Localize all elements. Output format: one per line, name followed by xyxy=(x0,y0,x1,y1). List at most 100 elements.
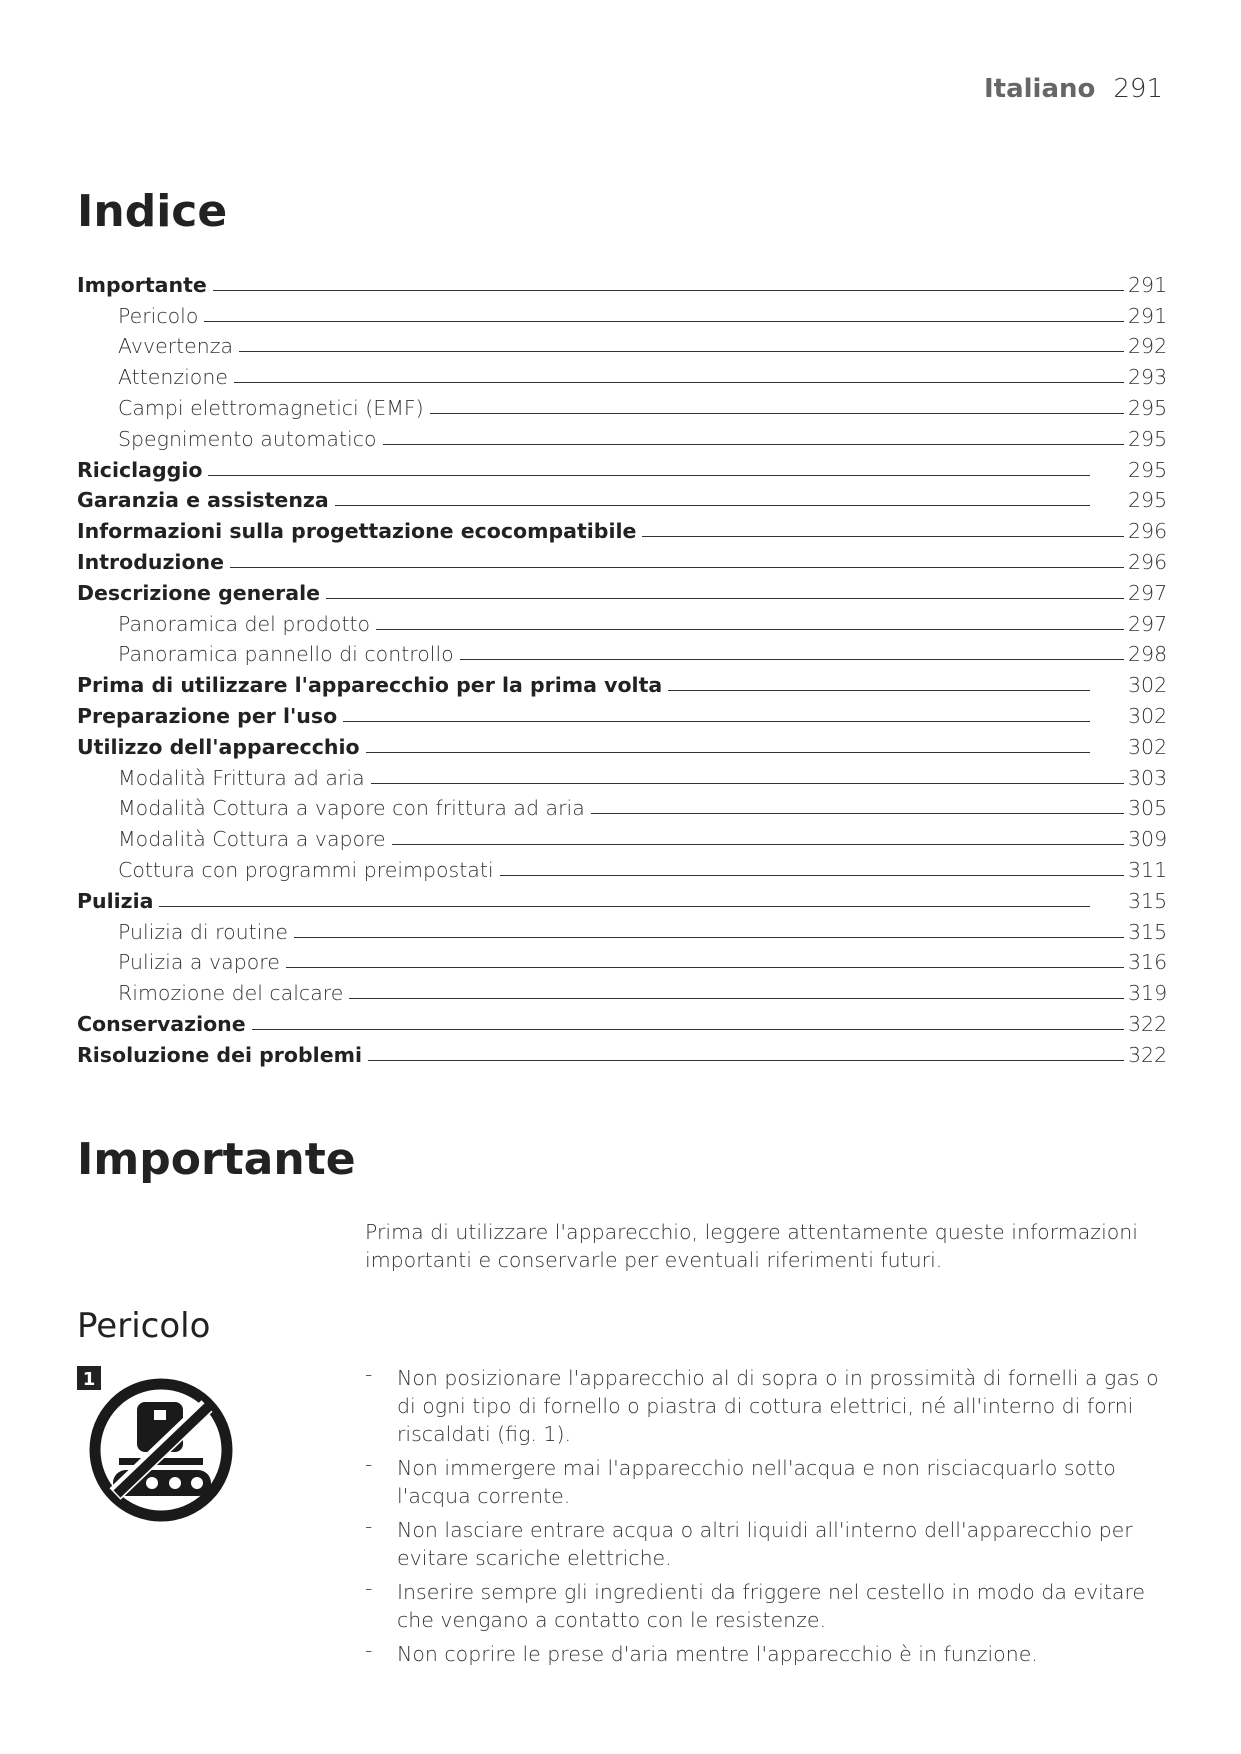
danger-list-item: Non immergere mai l'apparecchio nell'acq… xyxy=(365,1450,1175,1510)
toc-entry[interactable]: Cottura con programmi preimpostati 311 xyxy=(77,851,1172,882)
page-number: 291 xyxy=(1113,74,1163,104)
toc-entry-page: 315 xyxy=(1128,888,1168,913)
toc-leader-line xyxy=(233,382,1124,384)
toc-entry-label: Importante xyxy=(77,272,207,297)
toc-entry-page: 309 xyxy=(1128,827,1168,852)
toc-entry-page: 291 xyxy=(1128,303,1168,328)
toc-entry-page: 305 xyxy=(1128,796,1168,821)
toc-entry-page: 297 xyxy=(1128,611,1168,636)
toc-leader-line xyxy=(159,905,1090,907)
toc-entry-page: 291 xyxy=(1128,272,1168,297)
toc-entry-label: Spegnimento automatico xyxy=(118,426,377,451)
toc-leader-line xyxy=(642,536,1124,538)
toc-entry-label: Pulizia xyxy=(77,888,154,913)
toc-entry[interactable]: Garanzia e assistenza 295 xyxy=(77,482,1172,513)
toc-entry[interactable]: Pulizia di routine 315 xyxy=(77,913,1172,944)
toc-entry[interactable]: Importante 291 xyxy=(77,266,1172,297)
toc-entry[interactable]: Pulizia a vapore 316 xyxy=(77,944,1172,975)
toc-entry-label: Panoramica pannello di controllo xyxy=(118,642,454,667)
toc-entry-label: Utilizzo dell'apparecchio xyxy=(77,734,360,759)
toc-entry[interactable]: Conservazione 322 xyxy=(77,1005,1172,1036)
toc-entry[interactable]: Modalità Cottura a vapore 309 xyxy=(77,820,1172,851)
no-appliance-on-stove-icon: 1 xyxy=(77,1366,233,1522)
toc-leader-line xyxy=(334,505,1090,507)
toc-leader-line xyxy=(349,998,1124,1000)
toc-entry-page: 295 xyxy=(1128,457,1168,482)
toc-entry[interactable]: Spegnimento automatico 295 xyxy=(77,420,1172,451)
toc-entry-page: 293 xyxy=(1128,365,1168,390)
toc-entry[interactable]: Rimozione del calcare 319 xyxy=(77,974,1172,1005)
toc-entry[interactable]: Modalità Frittura ad aria 303 xyxy=(77,759,1172,790)
figure-number: 1 xyxy=(83,1369,96,1390)
page-header: Italiano 291 xyxy=(984,74,1163,104)
toc-entry[interactable]: Modalità Cottura a vapore con frittura a… xyxy=(77,790,1172,821)
toc-leader-line xyxy=(285,967,1124,969)
toc-entry-page: 302 xyxy=(1128,703,1168,728)
toc-entry-page: 298 xyxy=(1128,642,1168,667)
toc-entry[interactable]: Utilizzo dell'apparecchio 302 xyxy=(77,728,1172,759)
toc-entry-page: 315 xyxy=(1128,919,1168,944)
subsection-title-pericolo: Pericolo xyxy=(77,1306,211,1346)
toc-entry-label: Pulizia a vapore xyxy=(118,950,280,975)
toc-entry-label: Introduzione xyxy=(77,549,225,574)
toc-entry[interactable]: Avvertenza 292 xyxy=(77,328,1172,359)
toc-entry-label: Cottura con programmi preimpostati xyxy=(118,857,494,882)
toc-entry[interactable]: Informazioni sulla progettazione ecocomp… xyxy=(77,512,1172,543)
toc-leader-line xyxy=(429,412,1124,414)
toc-entry[interactable]: Riciclaggio 295 xyxy=(77,451,1172,482)
toc-entry[interactable]: Panoramica del prodotto 297 xyxy=(77,605,1172,636)
toc-entry[interactable]: Pericolo 291 xyxy=(77,297,1172,328)
toc-entry-label: Modalità Frittura ad aria xyxy=(118,765,365,790)
toc-entry[interactable]: Attenzione 293 xyxy=(77,358,1172,389)
toc-entry-label: Panoramica del prodotto xyxy=(118,611,371,636)
toc-leader-line xyxy=(251,1028,1124,1030)
toc-leader-line xyxy=(212,289,1124,291)
toc-entry-page: 322 xyxy=(1128,1042,1168,1067)
toc-entry[interactable]: Introduzione 296 xyxy=(77,543,1172,574)
intro-paragraph: Prima di utilizzare l'apparecchio, legge… xyxy=(365,1220,1138,1272)
danger-list-item: Non lasciare entrare acqua o altri liqui… xyxy=(365,1512,1175,1572)
table-of-contents: Importante 291 Pericolo 291 Avvertenza 292 Att… xyxy=(77,266,1172,1067)
toc-entry-page: 303 xyxy=(1128,765,1168,790)
toc-leader-line xyxy=(590,813,1124,815)
toc-entry-label: Preparazione per l'uso xyxy=(77,703,338,728)
toc-entry-label: Riciclaggio xyxy=(77,457,203,482)
toc-leader-line xyxy=(326,597,1124,599)
danger-list-item: Non posizionare l'apparecchio al di sopr… xyxy=(365,1360,1175,1448)
toc-entry[interactable]: Campi elettromagnetici (EMF) 295 xyxy=(77,389,1172,420)
toc-leader-line xyxy=(368,1059,1124,1061)
toc-entry-page: 292 xyxy=(1128,334,1168,359)
toc-leader-line xyxy=(204,320,1124,322)
toc-entry[interactable]: Panoramica pannello di controllo 298 xyxy=(77,636,1172,667)
toc-entry-page: 296 xyxy=(1128,549,1168,574)
toc-entry-label: Prima di utilizzare l'apparecchio per la… xyxy=(77,673,663,698)
toc-entry-page: 295 xyxy=(1128,488,1168,513)
danger-list: Non posizionare l'apparecchio al di sopr… xyxy=(365,1360,1175,1674)
toc-entry[interactable]: Pulizia 315 xyxy=(77,882,1172,913)
toc-entry-page: 297 xyxy=(1128,580,1168,605)
toc-leader-line xyxy=(499,874,1124,876)
toc-entry-label: Avvertenza xyxy=(118,334,234,359)
danger-list-item: Inserire sempre gli ingredienti da frigg… xyxy=(365,1574,1175,1634)
toc-entry[interactable]: Prima di utilizzare l'apparecchio per la… xyxy=(77,666,1172,697)
toc-entry-page: 311 xyxy=(1128,857,1168,882)
toc-entry-label: Risoluzione dei problemi xyxy=(77,1042,362,1067)
toc-leader-line xyxy=(382,443,1124,445)
toc-entry[interactable]: Risoluzione dei problemi 322 xyxy=(77,1036,1172,1067)
toc-leader-line xyxy=(391,844,1124,846)
toc-entry[interactable]: Preparazione per l'uso 302 xyxy=(77,697,1172,728)
toc-entry-page: 302 xyxy=(1128,673,1168,698)
toc-entry[interactable]: Descrizione generale 297 xyxy=(77,574,1172,605)
toc-entry-page: 295 xyxy=(1128,426,1168,451)
toc-entry-label: Informazioni sulla progettazione ecocomp… xyxy=(77,519,637,544)
toc-entry-page: 302 xyxy=(1128,734,1168,759)
toc-entry-label: Conservazione xyxy=(77,1011,246,1036)
toc-entry-page: 319 xyxy=(1128,981,1168,1006)
toc-entry-page: 322 xyxy=(1128,1011,1168,1036)
toc-leader-line xyxy=(668,690,1090,692)
toc-entry-label: Garanzia e assistenza xyxy=(77,488,329,513)
toc-leader-line xyxy=(343,720,1090,722)
toc-leader-line xyxy=(459,659,1124,661)
toc-entry-label: Modalità Cottura a vapore con frittura a… xyxy=(118,796,585,821)
toc-leader-line xyxy=(239,351,1124,353)
